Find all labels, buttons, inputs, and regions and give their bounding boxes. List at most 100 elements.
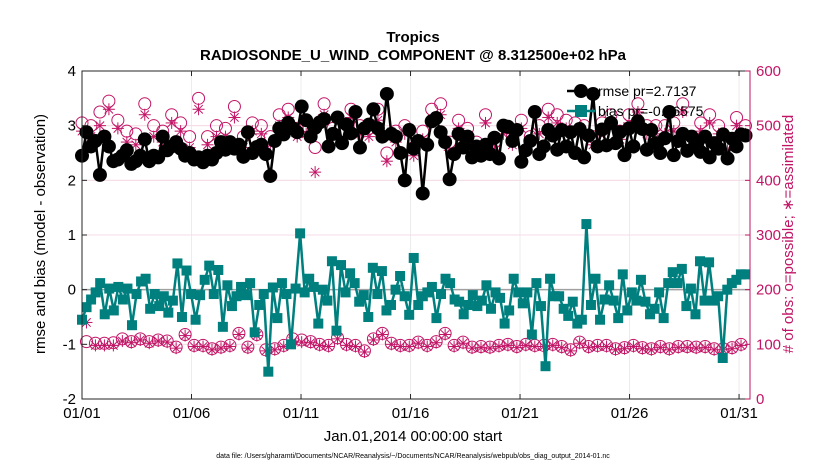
obs-assimilated-point [676,106,689,118]
bias-point [581,219,592,230]
x-tick-label: 01/21 [501,405,539,422]
bias-point [226,301,237,312]
obs-assimilated-point [412,337,425,350]
bias-point [222,280,233,291]
rmse-point [491,151,506,166]
obs-assimilated-point [663,343,676,356]
obs-possible-point [79,335,93,349]
obs-assimilated-point [475,341,488,354]
bias-point [81,302,92,313]
bias-point [472,301,483,312]
rmse-point [366,102,381,117]
bias-point [176,312,187,322]
obs-assimilated-point [165,116,178,129]
obs-assimilated-point [179,329,192,342]
bias-point [545,273,556,284]
bias-point [654,287,665,298]
bias-point [286,339,297,350]
bias-point [322,295,333,306]
obs-assimilated-point [380,155,393,168]
rmse-point [456,140,471,155]
obs-assimilated-point [98,339,111,352]
bias-point [699,295,710,306]
obs-assimilated-point [573,337,586,350]
bias-point [195,290,206,301]
obs-assimilated-point [111,122,124,135]
bias-point [481,280,492,291]
bias-point [504,305,515,316]
obs-assimilated-point [542,111,555,124]
rmse-point [326,126,341,141]
bias-point [731,274,742,285]
bias-point [517,298,528,309]
rmse-point [415,186,430,201]
bias-point [431,313,442,324]
y-left-axis-ticks: -2 -1 0 1 2 3 4 [63,63,87,408]
obs-assimilated-point [125,336,138,349]
bias-point [535,301,546,312]
obs-assimilated-point [138,108,151,121]
obs-assimilated-point [93,119,106,132]
bias-point [376,266,387,277]
bias-point [122,283,133,294]
legend: rmse pr=2.7137 bias pr=-0.16575 [567,83,704,119]
rmse-point [231,137,246,152]
rmse-point [155,129,170,144]
bias-point [276,278,287,289]
bias-point [354,296,365,307]
rmse-point [321,139,336,154]
obs-assimilated-point [479,116,492,129]
y-left-tick-label: 1 [68,227,76,244]
obs-assimilated-point [726,342,739,355]
rmse-point [429,111,444,126]
bias-point [649,303,660,314]
bias-point [245,278,256,289]
bias-point [90,287,101,298]
bias-point [681,301,692,312]
bias-point [554,291,565,302]
bias-point [108,305,119,316]
obs-assimilated-point [322,340,335,353]
bias-point [326,256,337,267]
bias-point [445,278,456,289]
bias-point [476,295,487,306]
y-left-tick-label: 0 [68,282,76,299]
rmse-point [617,148,632,163]
obs-assimilated-point [636,342,649,355]
y-right-tick-label: 0 [756,391,764,408]
rmse-point [397,173,412,188]
rmse-point [666,148,681,163]
bias-point [236,281,247,292]
bias-point [695,256,706,267]
rmse-point [527,105,542,119]
bias-point [163,307,174,318]
bias-point [722,284,733,295]
bias-point [635,274,646,285]
bias-point [313,318,324,329]
obs-assimilated-point [600,340,613,353]
y-right-tick-label: 600 [756,63,781,80]
bias-point [426,281,437,292]
bias-point [190,314,201,325]
rmse-point [581,128,596,143]
rmse-point [352,140,367,155]
obs-assimilated-point [192,103,205,116]
bias-point [499,318,510,329]
obs-assimilated-point [206,343,219,356]
rmse-point [240,125,255,140]
bias-point [513,287,524,298]
rmse-point [442,172,457,187]
rmse-point [523,133,538,148]
bias-point [672,278,683,289]
rmse-point [294,99,309,114]
y-left-tick-label: 4 [68,63,76,80]
bias-point [372,289,383,300]
bias-point [395,271,406,281]
y-left-tick-label: 3 [68,118,76,135]
bias-point [149,289,160,300]
rmse-point [657,131,672,146]
obs-assimilated-point [510,341,523,354]
bias-point [258,289,269,300]
bias-point [272,313,283,324]
bias-point [217,321,228,332]
